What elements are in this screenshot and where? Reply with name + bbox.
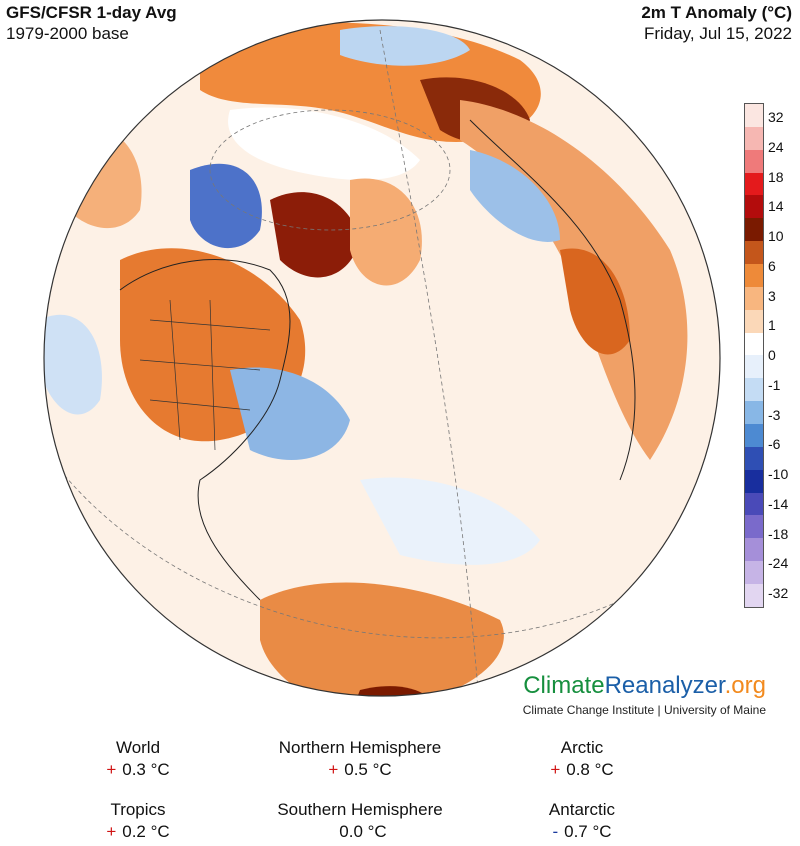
color-scale-segment [745, 104, 763, 127]
brand-part-climate: Climate [523, 672, 605, 699]
color-scale-tick-label: -10 [768, 466, 789, 482]
stat-arctic: Arctic +0.8 °C [472, 737, 692, 781]
brand-part-reanalyzer: Reanalyzer [604, 672, 725, 699]
graticule-circle [209, 109, 451, 231]
state-borders [139, 299, 271, 451]
variable-label: 2m T Anomaly (°C) [641, 3, 792, 22]
color-scale-tick-label: 1 [768, 317, 776, 334]
color-scale-tick-label: 6 [768, 257, 776, 274]
hot-arctic-archipelago-patch [270, 192, 360, 278]
stat-antarctic: Antarctic -0.7 °C [472, 799, 692, 843]
date-label: Friday, Jul 15, 2022 [643, 24, 792, 43]
color-scale-segment [745, 218, 763, 242]
color-scale-segment [745, 584, 763, 607]
stat-region: Tropics [110, 800, 166, 819]
stat-sign: - [552, 822, 559, 841]
color-scale-segment [745, 492, 763, 516]
color-scale-segment [745, 515, 763, 539]
color-scale-tick-label: 0 [768, 347, 776, 363]
arctic-neutral-patch [228, 107, 420, 180]
stat-northern-hemisphere: Northern Hemisphere +0.5 °C [250, 737, 470, 781]
cool-atlantic-patch [360, 477, 540, 565]
color-scale-segment [745, 195, 763, 219]
baseline-label: 1979-2000 base [6, 24, 129, 43]
stat-sign: + [328, 760, 339, 779]
color-scale-segment [745, 446, 763, 470]
brand-logo: ClimateReanalyzer.org [523, 672, 766, 700]
warm-south-america-patch [260, 582, 504, 696]
color-scale-tick-label: 3 [768, 287, 776, 304]
stat-region: Southern Hemisphere [277, 800, 443, 819]
stat-value: 0.7 °C [564, 822, 612, 841]
stat-region: World [115, 738, 161, 757]
brand-part-org: .org [724, 672, 766, 699]
color-scale-tick-label: 14 [768, 198, 784, 215]
color-scale-segment [745, 241, 763, 265]
color-scale-tick-label: -24 [768, 555, 789, 572]
color-scale-tick-label: 24 [768, 138, 784, 155]
stat-region: Northern Hemisphere [278, 738, 442, 757]
graticule-equator [59, 469, 691, 639]
anomaly-globe-map [43, 19, 721, 697]
warm-greenland-patch [350, 178, 422, 286]
stat-world: World +0.3 °C [28, 737, 248, 781]
color-scale-segment [745, 309, 763, 333]
cool-scandinavia-patch [470, 150, 560, 242]
stat-region: Antarctic [548, 800, 616, 819]
cool-east-us-patch [230, 367, 350, 460]
color-scale-legend: 32 24 18 14 10 6 3 1 0 -1 -3 -6 -10 -14 -18 -24 -32 [744, 103, 799, 608]
color-scale-segment [745, 355, 763, 379]
cold-alaska-patch [190, 163, 262, 249]
color-scale-segment [745, 172, 763, 196]
stat-value: 0.5 °C [344, 760, 392, 779]
color-scale-segment [745, 126, 763, 150]
stat-value: 0.8 °C [566, 760, 614, 779]
color-scale-segment [745, 538, 763, 562]
cool-north-patch [340, 26, 470, 66]
stat-southern-hemisphere: Southern Hemisphere 0.0 °C [250, 799, 470, 843]
color-scale-tick-label: -18 [768, 525, 789, 542]
stat-value: 0.0 °C [339, 822, 387, 841]
color-scale-tick-label: 10 [768, 228, 784, 244]
header-left: GFS/CFSR 1-day Avg 1979-2000 base [6, 2, 177, 44]
map-title: GFS/CFSR 1-day Avg [6, 3, 177, 22]
color-scale-segment [745, 332, 763, 356]
color-scale-segment [745, 264, 763, 287]
stat-region: Arctic [560, 738, 604, 757]
color-scale-segment [745, 469, 763, 493]
graticule-meridian [379, 29, 481, 696]
color-scale-tick-label: -1 [768, 376, 781, 393]
color-scale-tick-label: 32 [768, 109, 784, 125]
color-scale-tick-label: -32 [768, 585, 789, 601]
color-scale-segment [745, 286, 763, 310]
color-scale-tick-label: 18 [768, 168, 784, 185]
color-scale-tick-label: -3 [768, 406, 781, 423]
warm-iberia-patch [560, 248, 630, 355]
stat-sign: + [106, 760, 117, 779]
header-right: 2m T Anomaly (°C) Friday, Jul 15, 2022 [641, 2, 792, 44]
cool-pacific-patch [44, 314, 102, 415]
brand-subtitle: Climate Change Institute | University of… [522, 703, 766, 717]
color-scale-segment [745, 401, 763, 425]
color-scale-tick-label: -14 [768, 495, 789, 512]
color-scale-segment [745, 378, 763, 402]
stat-tropics: Tropics +0.2 °C [28, 799, 248, 843]
stat-sign: + [106, 822, 117, 841]
coastline-eurasia-africa [469, 119, 636, 481]
stat-sign: + [550, 760, 561, 779]
globe-outline [43, 19, 721, 697]
color-scale-segment [745, 424, 763, 447]
color-scale-segment [745, 561, 763, 585]
coastline-americas [119, 259, 291, 601]
stat-value: 0.3 °C [122, 760, 170, 779]
color-scale-tick-label: -6 [768, 436, 781, 453]
stat-value: 0.2 °C [122, 822, 170, 841]
color-scale-bar [744, 103, 764, 608]
color-scale-segment [745, 149, 763, 173]
